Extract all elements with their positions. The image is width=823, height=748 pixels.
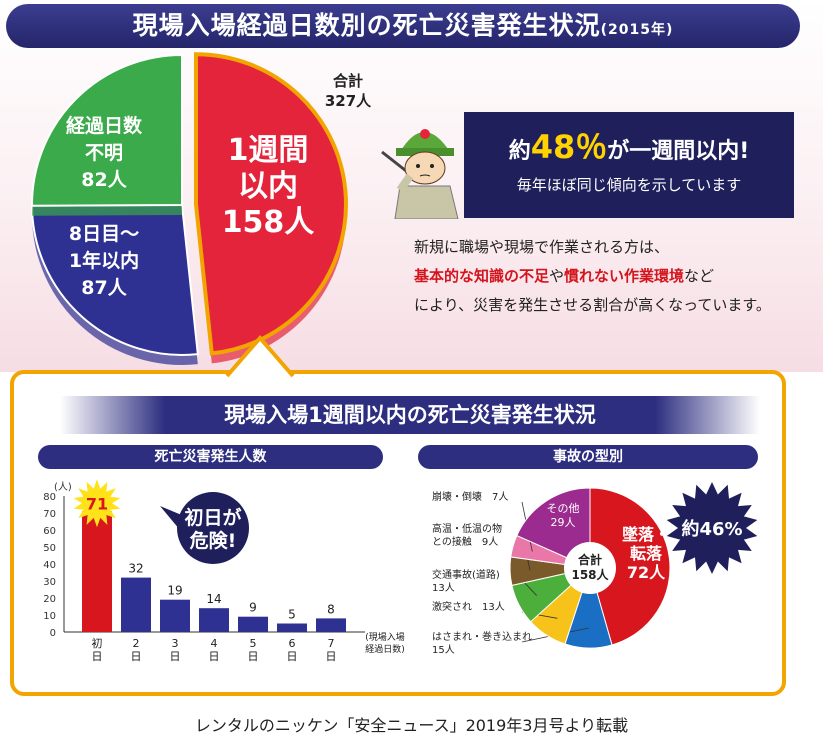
pie2-slice-1: [589, 487, 671, 646]
page-title: 現場入場経過日数別の死亡災害発生状況(2015年): [6, 4, 800, 48]
caption: レンタルのニッケン「安全ニュース」2019年3月号より転載: [194, 716, 629, 735]
pie-slice-1: [193, 52, 348, 356]
bar-1: [82, 511, 112, 632]
worker-illustration-icon: [381, 129, 459, 219]
pie2-label-2: はさまれ・巻き込まれ 15人: [432, 631, 532, 656]
pie2-center-label: 合計 158人: [571, 552, 609, 582]
bar-value-label: 9: [249, 601, 257, 615]
percent-burst-icon: [666, 482, 758, 574]
pie-total-label: 合計 327人: [325, 72, 372, 110]
bar-y-tick: 10: [43, 611, 56, 622]
paragraph-red-1: 基本的な知識の不足: [414, 267, 550, 285]
pie2-label-6: 崩壊・倒壊 7人: [432, 490, 508, 503]
paragraph-red-2: 慣れない作業環境: [564, 267, 685, 285]
bar-category-label: 初日: [92, 636, 103, 663]
message-subtext: 毎年ほぼ同じ傾向を示しています: [516, 176, 742, 194]
bar-4: [199, 608, 229, 632]
bar-value-label: 8: [327, 602, 335, 616]
message-percent: 48％: [530, 128, 608, 166]
bar-chart: 0 10 20 30 40 50 60 70 80(人) 71 初日 32 2 日 19 3 日 14 4 日 9 5 日 5…: [43, 479, 405, 663]
paragraph-tail: など: [684, 267, 715, 285]
pie2-center: [564, 542, 616, 594]
bar-5: [238, 616, 268, 632]
pie2-slice-7: [516, 487, 591, 569]
percent-callout-text: 約46%: [681, 518, 742, 540]
bar-y-tick: 40: [43, 560, 56, 571]
bar-y-tick: 80: [43, 492, 56, 503]
title-text: 現場入場経過日数別の死亡災害発生状況: [132, 11, 601, 40]
pie-slice-label-3: 経過日数不明 82人: [66, 114, 143, 191]
lower-title: 現場入場1週間以内の死亡災害発生状況: [60, 396, 760, 434]
title-year: (2015年): [600, 22, 674, 38]
bar-6: [277, 623, 307, 632]
paragraph-line-2: 基本的な知識の不足や慣れない作業環境など: [414, 262, 804, 291]
message-prefix: 約: [508, 139, 531, 164]
paragraph-line-3: により、災害を発生させる割合が高くなっています。: [414, 296, 771, 314]
lower-charts: 0 10 20 30 40 50 60 70 80(人) 71 初日 32 2 日 19 3 日 14 4 日 9 5 日 5…: [43, 479, 758, 663]
paragraph-mid: や: [549, 267, 565, 285]
bar-y-tick: 50: [43, 543, 56, 554]
message-box: 約48％が一週間以内! 毎年ほぼ同じ傾向を示しています: [464, 112, 794, 218]
bar-y-tick: 30: [43, 577, 56, 588]
bar-value-label: 71: [86, 494, 108, 513]
bar-value-label: 32: [128, 562, 143, 576]
callout-tail: [160, 506, 184, 530]
pie-slice-label-1: 1週間以内 158人: [222, 133, 315, 240]
pie-slice-label-2: 8日目～ 1年以内 87人: [69, 223, 139, 299]
bar-7: [316, 618, 346, 632]
pie-slice-3: [31, 53, 183, 207]
bar-y-label: (人): [54, 481, 72, 493]
message-suffix: が一週間以内!: [607, 139, 750, 164]
pie-chart-2-title: 事故の型別: [418, 445, 758, 469]
bar-chart-title: 死亡災害発生人数: [38, 445, 383, 469]
bar-y-tick: 20: [43, 594, 56, 605]
pointer-triangle: [225, 334, 295, 378]
first-day-callout: [177, 492, 249, 564]
description-paragraph: 新規に職場や現場で作業される方は、 基本的な知識の不足や慣れない作業環境など に…: [414, 233, 804, 320]
pie2-label-3: 激突され 13人: [432, 600, 505, 613]
bar-2: [121, 577, 151, 632]
pie2-label-7: その他 29人: [547, 502, 580, 529]
bar-value-label: 19: [167, 584, 182, 598]
paragraph-line-1: 新規に職場や現場で作業される方は、: [414, 238, 670, 256]
bar-x-label: (現場入場経過日数): [365, 631, 405, 655]
bar-y-tick: 60: [43, 526, 56, 537]
pie2-label-1: 墜落・転落 72人: [622, 525, 670, 582]
bar-value-label: 5: [288, 608, 296, 622]
pie2-label-4: 交通事故(道路) 13人: [432, 568, 500, 594]
message-headline: 約48％が一週間以内!: [464, 122, 794, 168]
pie-slice-2: [30, 203, 199, 356]
bar-y-tick: 0: [50, 628, 56, 639]
bar-value-label: 14: [206, 592, 221, 606]
pie2-label-5: 高温・低温の物との接触 9人: [432, 522, 502, 548]
first-day-callout-text: 初日が危険!: [184, 506, 241, 552]
bar-3: [160, 599, 190, 632]
bar-y-tick: 70: [43, 509, 56, 520]
burst-icon: [73, 479, 121, 528]
